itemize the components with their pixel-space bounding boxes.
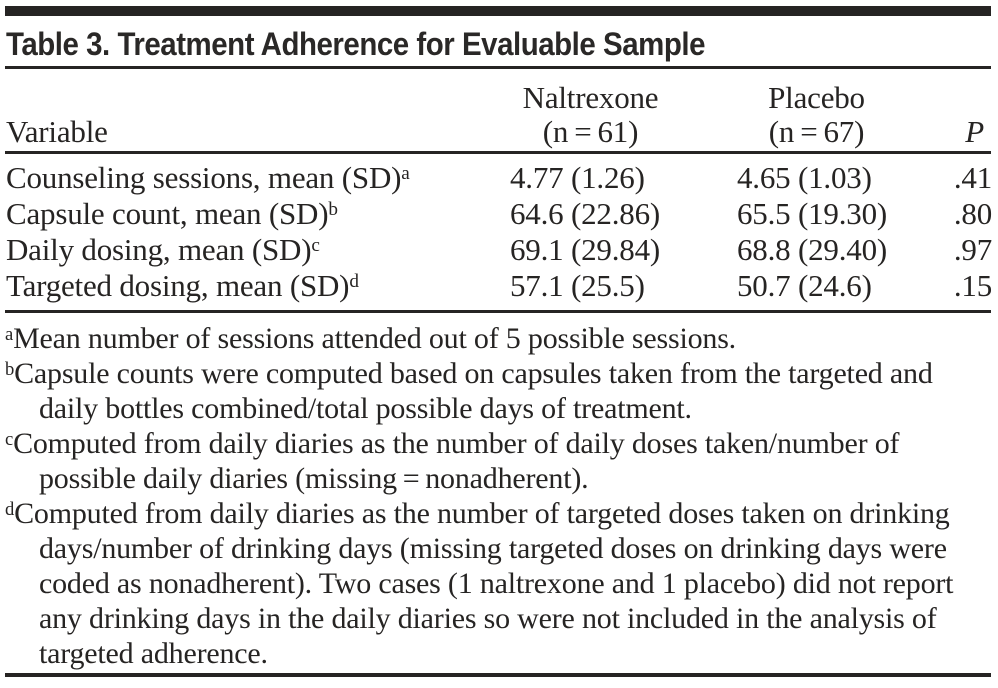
column-header-placebo: Placebo (n = 67) — [733, 81, 926, 149]
table-row-label: Targeted dosing, mean (SD)d — [6, 268, 506, 304]
header-divider-rule — [5, 151, 991, 154]
footnote-marker: a — [5, 324, 14, 345]
row-label-text: Counseling sessions, mean (SD) — [6, 160, 402, 195]
column-header-p-value: P — [965, 114, 984, 149]
row-label-text: Daily dosing, mean (SD) — [6, 232, 312, 267]
table-cell-naltrexone: 69.1 (29.84) — [510, 232, 660, 267]
column-header-placebo-n: (n = 67) — [768, 114, 865, 149]
body-divider-rule — [5, 310, 991, 313]
title-divider-rule — [5, 66, 991, 69]
table-cell-placebo: 65.5 (19.30) — [737, 196, 887, 231]
footnote-text: Mean number of sessions attended out of … — [13, 322, 736, 355]
table-cell-p-value: .41 — [953, 160, 992, 195]
table-header-row: Variable Naltrexone (n = 61) Placebo (n … — [6, 69, 992, 149]
bottom-border-bar — [5, 673, 991, 677]
table-cell-placebo: 4.65 (1.03) — [737, 160, 872, 195]
footnote-marker: d — [5, 499, 15, 520]
footnote-marker: a — [401, 163, 410, 184]
footnote-text: Capsule counts were computed based on ca… — [14, 357, 933, 425]
table-body: Counseling sessions, mean (SD)a 4.77 (1.… — [6, 154, 992, 308]
footnote-marker: b — [5, 359, 15, 380]
footnote-d: dComputed from daily diaries as the numb… — [5, 496, 991, 671]
table-row-label: Daily dosing, mean (SD)c — [6, 232, 506, 268]
table-cell-p-value: .80 — [953, 196, 992, 231]
table-cell-naltrexone: 57.1 (25.5) — [510, 268, 645, 303]
table-cell-placebo: 68.8 (29.40) — [737, 232, 887, 267]
table-cell-naltrexone: 4.77 (1.26) — [510, 160, 645, 195]
footnote-marker: d — [349, 271, 359, 292]
footnote-marker: b — [328, 199, 338, 220]
row-label-text: Capsule count, mean (SD) — [6, 196, 329, 231]
footnote-c: cComputed from daily diaries as the numb… — [5, 426, 991, 496]
table-cell-p-value: .15 — [953, 268, 992, 303]
footnote-a: aMean number of sessions attended out of… — [5, 321, 991, 356]
column-header-naltrexone-label: Naltrexone — [522, 80, 659, 115]
table-cell-naltrexone: 64.6 (22.86) — [510, 196, 660, 231]
footnote-text: Computed from daily diaries as the numbe… — [13, 427, 900, 495]
footnote-text: Computed from daily diaries as the numbe… — [14, 497, 954, 670]
table-cell-p-value: .97 — [953, 232, 992, 267]
row-label-text: Targeted dosing, mean (SD) — [6, 268, 350, 303]
column-header-naltrexone-n: (n = 61) — [542, 114, 639, 149]
footnote-b: bCapsule counts were computed based on c… — [5, 356, 991, 426]
column-header-variable: Variable — [6, 114, 108, 149]
table-row-label: Counseling sessions, mean (SD)a — [6, 160, 506, 196]
table-row-label: Capsule count, mean (SD)b — [6, 196, 506, 232]
table-footnotes: aMean number of sessions attended out of… — [5, 317, 991, 671]
table-title: Table 3. Treatment Adherence for Evaluab… — [6, 26, 705, 62]
table-cell-placebo: 50.7 (24.6) — [737, 268, 872, 303]
column-header-naltrexone: Naltrexone (n = 61) — [506, 81, 733, 149]
footnote-marker: c — [311, 235, 320, 256]
column-header-placebo-label: Placebo — [768, 80, 865, 115]
top-border-bar — [5, 6, 991, 16]
footnote-marker: c — [5, 429, 14, 450]
